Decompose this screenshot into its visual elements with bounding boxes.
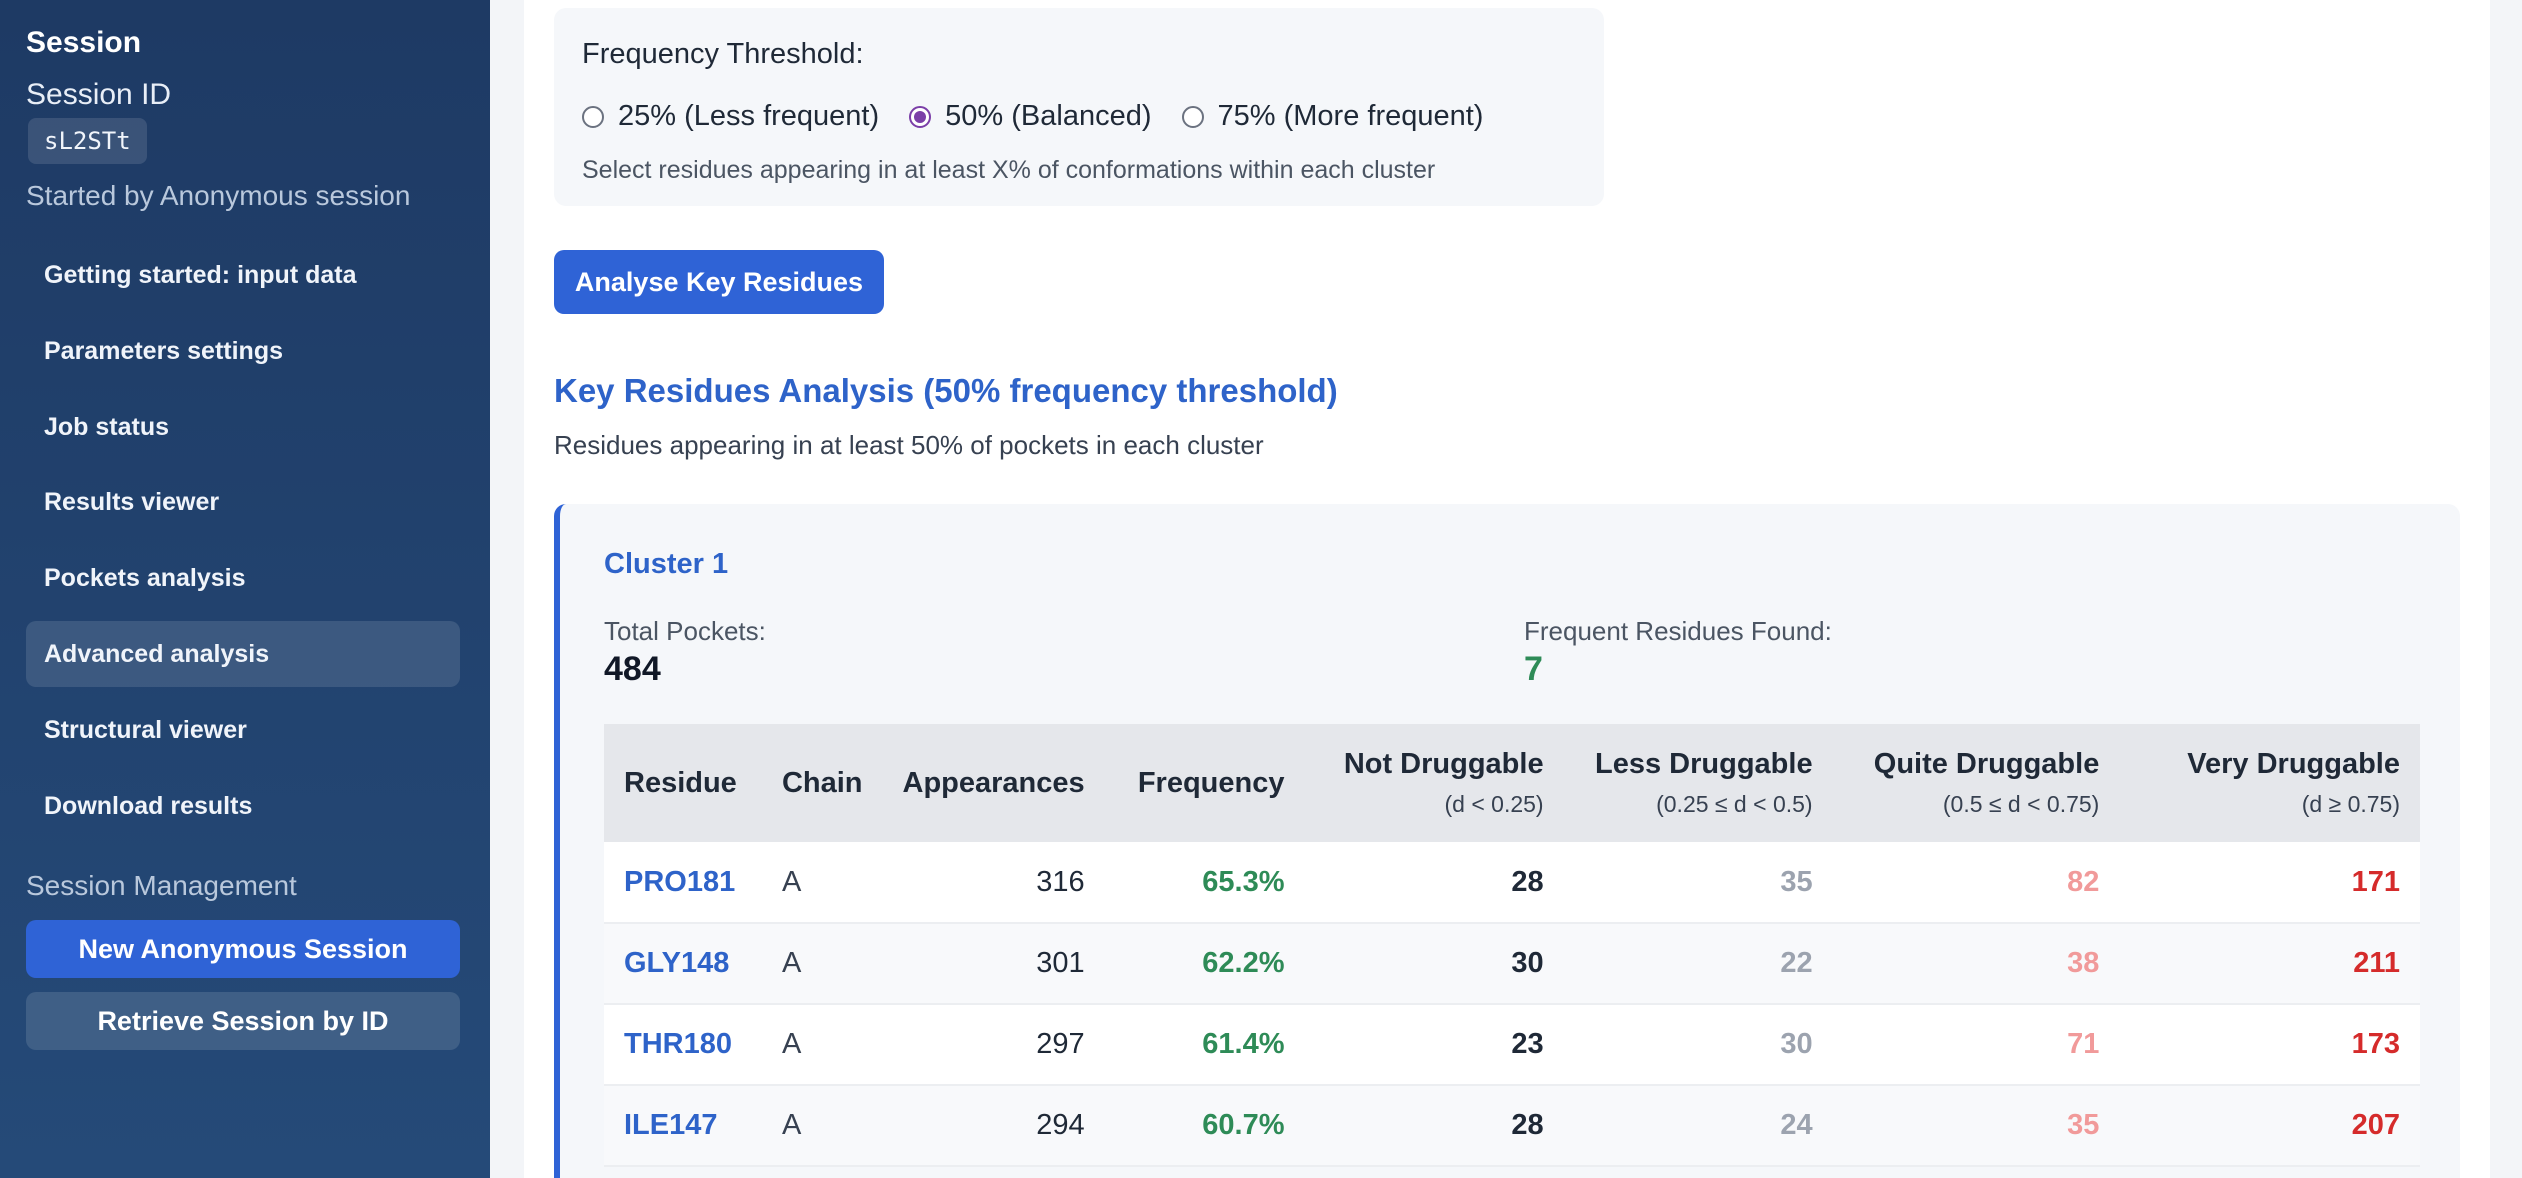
less-druggable-cell: 24 (1563, 1085, 1833, 1167)
frequency-cell: 60.7% (1104, 1085, 1305, 1167)
cluster-card: Cluster 1 Total Pockets: 484 Frequent Re… (554, 504, 2460, 1178)
col-quite-druggable-range: (0.5 ≤ d < 0.75) (1942, 791, 2100, 817)
very-druggable-cell: 211 (2119, 923, 2420, 1005)
sidebar-item-getting-started[interactable]: Getting started: input data (44, 261, 357, 289)
col-less-druggable: Less Druggable (0.25 ≤ d < 0.5) (1564, 724, 1833, 842)
residue-link[interactable]: PRO181 (604, 842, 762, 924)
radio-50-icon[interactable] (909, 105, 932, 128)
residue-link[interactable]: THR180 (604, 1004, 762, 1086)
col-less-druggable-label: Less Druggable (1595, 748, 1813, 780)
frequent-residues-label: Frequent Residues Found: (1524, 616, 1832, 646)
threshold-option-75[interactable]: 75% (More frequent) (1181, 100, 1484, 133)
retrieve-session-button[interactable]: Retrieve Session by ID (26, 992, 460, 1050)
sidebar-item-results-viewer[interactable]: Results viewer (44, 488, 220, 516)
radio-75-icon[interactable] (1181, 105, 1204, 128)
quite-druggable-cell: 38 (1832, 923, 2120, 1005)
col-chain: Chain (781, 766, 863, 799)
col-less-druggable-range: (0.25 ≤ d < 0.5) (1656, 791, 1813, 817)
chain-cell: A (761, 923, 883, 1005)
frequency-threshold-title: Frequency Threshold: (582, 38, 864, 70)
quite-druggable-cell: 35 (1832, 1085, 2120, 1167)
key-residues-title: Key Residues Analysis (50% frequency thr… (554, 372, 1338, 409)
appearances-cell: 297 (882, 1004, 1105, 1086)
sidebar: Session Session ID sL2STt Started by Ano… (0, 0, 490, 1178)
total-pockets-label: Total Pockets: (604, 616, 766, 646)
sidebar-item-advanced-analysis[interactable]: Advanced analysis (26, 621, 460, 687)
session-management-label: Session Management (26, 870, 297, 901)
sidebar-item-pockets-analysis[interactable]: Pockets analysis (44, 564, 246, 592)
frequency-threshold-panel: Frequency Threshold: 25% (Less frequent)… (554, 8, 1604, 206)
session-id-label: Session ID (26, 78, 172, 111)
chain-cell: A (761, 1085, 883, 1167)
col-frequency: Frequency (1137, 766, 1285, 799)
key-residues-table: Residue Chain Appearances Frequency Not … (604, 724, 2420, 1167)
col-not-druggable: Not Druggable (d < 0.25) (1305, 724, 1564, 842)
frequency-cell: 65.3% (1104, 842, 1305, 924)
table-row: GLY148 A 301 62.2% 30 22 38 211 (604, 923, 2420, 1005)
threshold-option-50-label: 50% (Balanced) (945, 100, 1152, 132)
threshold-option-25-label: 25% (Less frequent) (618, 100, 880, 132)
frequent-residues-value: 7 (1524, 650, 1543, 688)
new-anonymous-session-button[interactable]: New Anonymous Session (26, 920, 460, 978)
not-druggable-cell: 28 (1304, 842, 1564, 924)
chain-cell: A (761, 842, 883, 924)
sidebar-title: Session (26, 26, 142, 59)
frequency-cell: 61.4% (1104, 1004, 1305, 1086)
threshold-option-25[interactable]: 25% (Less frequent) (582, 100, 879, 133)
col-quite-druggable-label: Quite Druggable (1873, 748, 2100, 780)
sidebar-item-download-results[interactable]: Download results (44, 792, 253, 820)
frequency-threshold-help: Select residues appearing in at least X%… (582, 156, 1436, 184)
col-very-druggable: Very Druggable (d ≥ 0.75) (2119, 724, 2420, 842)
analyse-key-residues-button[interactable]: Analyse Key Residues (554, 250, 884, 314)
appearances-cell: 301 (882, 923, 1105, 1005)
less-druggable-cell: 35 (1563, 842, 1833, 924)
col-not-druggable-range: (d < 0.25) (1444, 791, 1544, 817)
col-very-druggable-label: Very Druggable (2187, 748, 2400, 780)
table-row: PRO181 A 316 65.3% 28 35 82 171 (604, 842, 2420, 924)
session-id-value: sL2STt (28, 118, 147, 164)
chain-cell: A (761, 1004, 883, 1086)
not-druggable-cell: 28 (1304, 1085, 1564, 1167)
frequency-threshold-options: 25% (Less frequent) 50% (Balanced) 75% (… (582, 100, 1513, 133)
col-very-druggable-range: (d ≥ 0.75) (2301, 791, 2400, 817)
very-druggable-cell: 171 (2119, 842, 2420, 924)
threshold-option-75-label: 75% (More frequent) (1217, 100, 1484, 132)
table-header-row: Residue Chain Appearances Frequency Not … (604, 724, 2420, 842)
cluster-title: Cluster 1 (604, 548, 729, 580)
appearances-cell: 316 (882, 842, 1105, 924)
main-content: Frequency Threshold: 25% (Less frequent)… (524, 0, 2490, 1178)
appearances-cell: 294 (882, 1085, 1105, 1167)
not-druggable-cell: 23 (1304, 1004, 1564, 1086)
col-residue: Residue (624, 766, 737, 799)
col-appearances: Appearances (902, 766, 1085, 799)
residue-link[interactable]: ILE147 (604, 1085, 762, 1167)
quite-druggable-cell: 82 (1832, 842, 2120, 924)
radio-25-icon[interactable] (582, 105, 604, 128)
session-started-by: Started by Anonymous session (26, 180, 411, 211)
col-not-druggable-label: Not Druggable (1343, 748, 1544, 780)
sidebar-item-job-status[interactable]: Job status (44, 413, 170, 441)
not-druggable-cell: 30 (1304, 923, 1564, 1005)
frequency-cell: 62.2% (1104, 923, 1305, 1005)
residue-link[interactable]: GLY148 (604, 923, 762, 1005)
quite-druggable-cell: 71 (1832, 1004, 2120, 1086)
threshold-option-50[interactable]: 50% (Balanced) (909, 100, 1152, 133)
key-residues-subtitle: Residues appearing in at least 50% of po… (554, 430, 1264, 460)
less-druggable-cell: 30 (1563, 1004, 1833, 1086)
total-pockets-value: 484 (604, 650, 661, 688)
very-druggable-cell: 207 (2119, 1085, 2420, 1167)
sidebar-item-structural-viewer[interactable]: Structural viewer (44, 716, 247, 744)
sidebar-item-parameters-settings[interactable]: Parameters settings (44, 337, 284, 365)
table-row: THR180 A 297 61.4% 23 30 71 173 (604, 1004, 2420, 1086)
very-druggable-cell: 173 (2119, 1004, 2420, 1086)
less-druggable-cell: 22 (1563, 923, 1833, 1005)
table-row: ILE147 A 294 60.7% 28 24 35 207 (604, 1085, 2420, 1167)
col-quite-druggable: Quite Druggable (0.5 ≤ d < 0.75) (1833, 724, 2120, 842)
